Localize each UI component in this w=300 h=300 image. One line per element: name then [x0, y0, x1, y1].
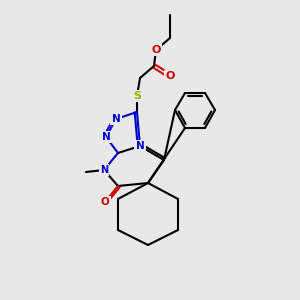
Text: O: O: [151, 45, 161, 55]
Text: N: N: [102, 132, 110, 142]
Text: O: O: [151, 45, 161, 55]
Text: N: N: [102, 132, 110, 142]
Text: O: O: [100, 197, 109, 207]
Text: O: O: [165, 71, 175, 81]
Text: N: N: [100, 165, 108, 175]
Text: S: S: [133, 91, 141, 101]
Text: N: N: [112, 114, 120, 124]
Text: N: N: [136, 141, 144, 151]
Text: O: O: [100, 197, 109, 207]
Text: N: N: [100, 165, 108, 175]
Text: S: S: [133, 91, 141, 101]
Text: N: N: [112, 114, 120, 124]
Text: N: N: [136, 141, 144, 151]
Text: O: O: [165, 71, 175, 81]
